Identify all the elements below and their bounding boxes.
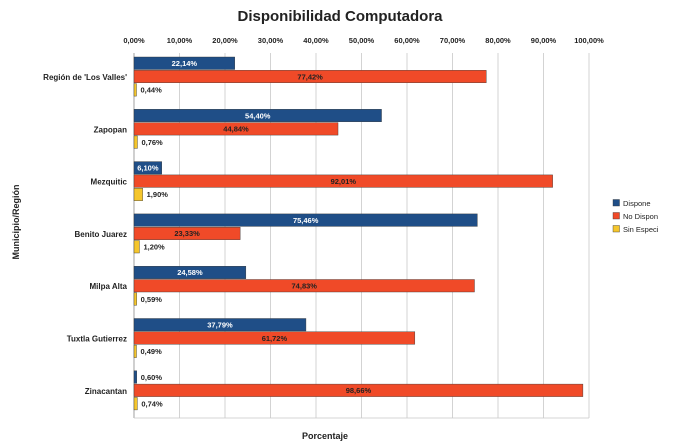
legend-label: Sin Especi: [623, 225, 659, 234]
category-labels: Región de 'Los Valles' Zapopan Mezquitic Be…: [43, 73, 127, 396]
x-tick-label: 20,00%: [212, 36, 238, 45]
data-label: 92,01%: [331, 177, 357, 186]
legend-label: Dispone: [623, 199, 651, 208]
legend-swatch: [612, 225, 620, 233]
category-label: Región de 'Los Valles': [43, 73, 127, 82]
data-label: 0,76%: [141, 138, 163, 147]
bar: [133, 187, 143, 201]
data-label: 0,60%: [141, 373, 163, 382]
data-label: 98,66%: [346, 386, 372, 395]
legend-label: No Dispon: [623, 212, 658, 221]
legend-swatch: [612, 212, 620, 220]
bar: [133, 292, 137, 306]
data-label: 22,14%: [172, 59, 198, 68]
data-label: 0,74%: [141, 399, 163, 408]
data-label: 77,42%: [297, 72, 323, 81]
x-axis-title: Porcentaje: [302, 431, 348, 441]
category-label: Milpa Alta: [90, 282, 128, 291]
data-label: 37,79%: [207, 320, 233, 329]
legend: Dispone No Dispon Sin Especi: [612, 199, 659, 234]
bar: [133, 122, 339, 136]
x-axis-ticks: 0,00% 10,00% 20,00% 30,00% 40,00% 50,00% 60,00…: [123, 36, 604, 45]
bar: [133, 135, 138, 149]
x-tick-label: 30,00%: [258, 36, 284, 45]
x-tick-label: 40,00%: [303, 36, 329, 45]
y-axis-title: Municipio/Región: [11, 185, 21, 260]
x-tick-label: 100,00%: [574, 36, 604, 45]
data-label: 1,90%: [147, 190, 169, 199]
category-label: Mezquitic: [91, 178, 128, 187]
data-label: 0,59%: [141, 295, 163, 304]
data-label: 23,33%: [174, 229, 200, 238]
bar: [133, 266, 247, 279]
x-tick-label: 10,00%: [167, 36, 193, 45]
bar: [133, 318, 307, 332]
bar: [133, 70, 487, 84]
data-label: 44,84%: [223, 125, 249, 134]
bar: [133, 344, 137, 358]
category-label: Benito Juarez: [75, 230, 127, 239]
bars: [133, 56, 584, 411]
bar: [133, 279, 475, 293]
data-labels: 22,14% 77,42% 0,44% 54,40% 44,84% 0,76% 6,10% 9…: [137, 59, 371, 408]
data-label: 54,40%: [245, 111, 271, 120]
bar: [133, 397, 138, 411]
bar: [133, 83, 137, 97]
data-label: 74,83%: [292, 281, 318, 290]
bar: [133, 174, 553, 188]
data-label: 24,58%: [177, 268, 203, 277]
x-tick-label: 70,00%: [440, 36, 466, 45]
bar: [133, 109, 382, 123]
category-label: Zapopan: [94, 125, 127, 134]
x-tick-label: 90,00%: [531, 36, 557, 45]
data-label: 0,49%: [141, 347, 163, 356]
category-label: Zinacantan: [85, 387, 127, 396]
x-tick-label: 0,00%: [123, 36, 145, 45]
bar: [133, 240, 140, 254]
chart-title: Disponibilidad Computadora: [238, 8, 444, 25]
bar: [133, 161, 162, 175]
category-label: Tuxtla Gutierrez: [67, 334, 127, 343]
x-tick-label: 80,00%: [485, 36, 511, 45]
x-tick-label: 60,00%: [394, 36, 420, 45]
x-tick-label: 50,00%: [349, 36, 375, 45]
data-label: 61,72%: [262, 334, 288, 343]
bar: [133, 213, 478, 227]
bar: [133, 56, 235, 70]
bar: [133, 226, 241, 240]
bar: [133, 383, 584, 397]
data-label: 75,46%: [293, 216, 319, 225]
data-label: 1,20%: [143, 242, 165, 251]
bar: [133, 331, 416, 345]
legend-swatch: [612, 199, 620, 207]
data-label: 6,10%: [137, 164, 159, 173]
bar: [133, 370, 137, 384]
data-label: 0,44%: [141, 86, 163, 95]
